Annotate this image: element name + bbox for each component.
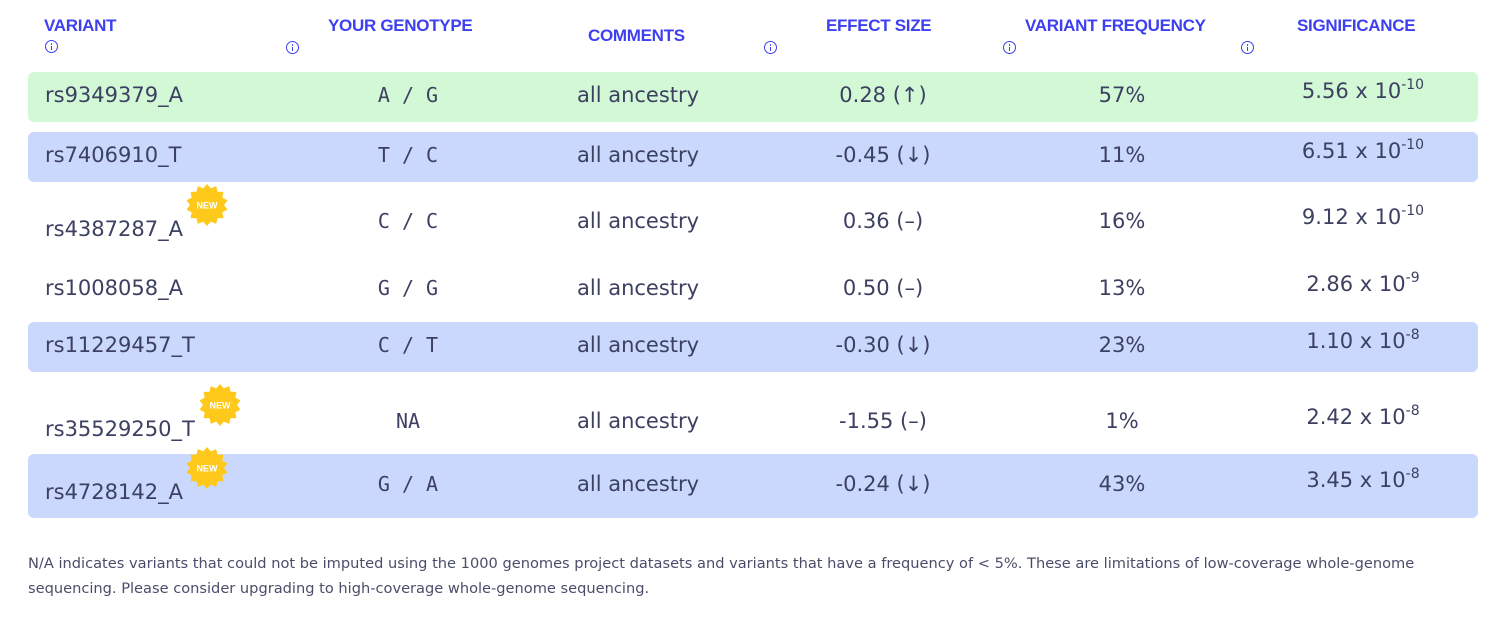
effect-size-value: -0.45 (↓)	[835, 143, 931, 167]
table-row: rs1008058_A G / G all ancestry 0.50 (–) 13% 2…	[28, 262, 1478, 318]
svg-text:NEW: NEW	[197, 201, 219, 211]
significance-base: 3.45 x 10	[1306, 468, 1406, 492]
genotype-value: G / A	[377, 472, 439, 496]
genotype-value: T / C	[377, 143, 439, 167]
variant-id[interactable]: rs1008058_A	[45, 276, 183, 300]
column-header-effect-size: EFFECT SIZE	[826, 16, 932, 35]
effect-size-value: 0.28 (↑)	[839, 83, 927, 107]
significance-exponent: -8	[1405, 327, 1420, 343]
variant-frequency-value: 57%	[1098, 83, 1146, 107]
effect-size-value: -1.55 (–)	[839, 409, 927, 433]
comment-value: all ancestry	[577, 333, 700, 357]
effect-size-value: 0.50 (–)	[842, 276, 924, 300]
svg-text:NEW: NEW	[197, 464, 219, 474]
comment-value: all ancestry	[577, 409, 700, 433]
significance-value: 9.12 x 10-10	[1268, 203, 1458, 229]
table-row: rs7406910_T T / C all ancestry -0.45 (↓) 11%…	[28, 132, 1478, 182]
significance-exponent: -10	[1401, 137, 1425, 153]
genotype-value: A / G	[377, 83, 439, 107]
comment-value: all ancestry	[577, 472, 700, 496]
column-header-variant-frequency: VARIANT FREQUENCY	[1025, 16, 1206, 35]
variant-id[interactable]: rs4387287_A	[45, 217, 183, 241]
comment-value: all ancestry	[577, 276, 700, 300]
significance-base: 9.12 x 10	[1301, 205, 1402, 229]
comment-value: all ancestry	[577, 83, 700, 107]
variant-frequency-info-icon[interactable]	[1241, 41, 1254, 54]
genotype-value: G / G	[377, 276, 439, 300]
significance-base: 1.10 x 10	[1306, 329, 1406, 353]
table-row: rs4728142_A G / A all ancestry -0.24 (↓) 43%…	[28, 447, 1478, 518]
significance-value: 2.86 x 10-9	[1268, 270, 1458, 296]
svg-text:NEW: NEW	[209, 401, 231, 411]
table-row: rs4387287_A C / C all ancestry 0.36 (–) 16% 9…	[28, 184, 1478, 256]
variant-id[interactable]: rs11229457_T	[45, 333, 195, 357]
significance-base: 6.51 x 10	[1301, 139, 1402, 163]
variant-info-icon[interactable]	[45, 40, 58, 53]
genotype-value: C / T	[377, 333, 439, 357]
significance-base: 2.42 x 10	[1306, 405, 1406, 429]
column-header-comments: COMMENTS	[588, 26, 685, 45]
table-row: rs35529250_T NA all ancestry -1.55 (–) 1% 2.4…	[28, 384, 1478, 456]
comments-info-icon[interactable]	[764, 41, 777, 54]
variant-id[interactable]: rs35529250_T	[45, 417, 195, 441]
comment-value: all ancestry	[577, 143, 700, 167]
significance-exponent: -10	[1401, 77, 1425, 93]
variant-id[interactable]: rs4728142_A	[45, 480, 183, 504]
significance-base: 5.56 x 10	[1301, 79, 1402, 103]
effect-size-value: -0.30 (↓)	[835, 333, 931, 357]
variant-frequency-value: 11%	[1098, 143, 1146, 167]
significance-value: 5.56 x 10-10	[1268, 77, 1458, 103]
significance-exponent: -8	[1405, 403, 1420, 419]
significance-value: 6.51 x 10-10	[1268, 137, 1458, 163]
variant-frequency-value: 23%	[1098, 333, 1146, 357]
new-badge-icon: NEW	[198, 383, 242, 427]
column-header-significance: SIGNIFICANCE	[1297, 16, 1416, 35]
variant-id[interactable]: rs7406910_T	[45, 143, 182, 167]
significance-exponent: -10	[1401, 203, 1425, 219]
significance-value: 3.45 x 10-8	[1268, 466, 1458, 492]
table-header: VARIANT YOUR GENOTYPE COMMENTS EFFECT SI…	[0, 0, 1506, 70]
genotype-value: NA	[395, 409, 421, 433]
effect-size-info-icon[interactable]	[1003, 41, 1016, 54]
genotype-value: C / C	[377, 209, 439, 233]
comment-value: all ancestry	[577, 209, 700, 233]
significance-base: 2.86 x 10	[1306, 272, 1406, 296]
table-row: rs11229457_T C / T all ancestry -0.30 (↓) 23…	[28, 322, 1478, 372]
variant-frequency-value: 13%	[1098, 276, 1146, 300]
column-header-genotype: YOUR GENOTYPE	[328, 16, 473, 35]
genotype-info-icon[interactable]	[286, 41, 299, 54]
variant-frequency-value: 1%	[1105, 409, 1139, 433]
new-badge-icon: NEW	[185, 446, 229, 490]
effect-size-value: 0.36 (–)	[842, 209, 924, 233]
new-badge-icon: NEW	[185, 183, 229, 227]
significance-exponent: -9	[1405, 270, 1420, 286]
variant-frequency-value: 43%	[1098, 472, 1146, 496]
significance-value: 1.10 x 10-8	[1268, 327, 1458, 353]
variant-id[interactable]: rs9349379_A	[45, 83, 183, 107]
effect-size-value: -0.24 (↓)	[835, 472, 931, 496]
variant-frequency-value: 16%	[1098, 209, 1146, 233]
footnote: N/A indicates variants that could not be…	[28, 555, 1415, 597]
significance-value: 2.42 x 10-8	[1268, 403, 1458, 429]
significance-exponent: -8	[1405, 466, 1420, 482]
column-header-variant: VARIANT	[44, 16, 117, 35]
table-row: rs9349379_A A / G all ancestry 0.28 (↑) 57% 5…	[28, 72, 1478, 122]
